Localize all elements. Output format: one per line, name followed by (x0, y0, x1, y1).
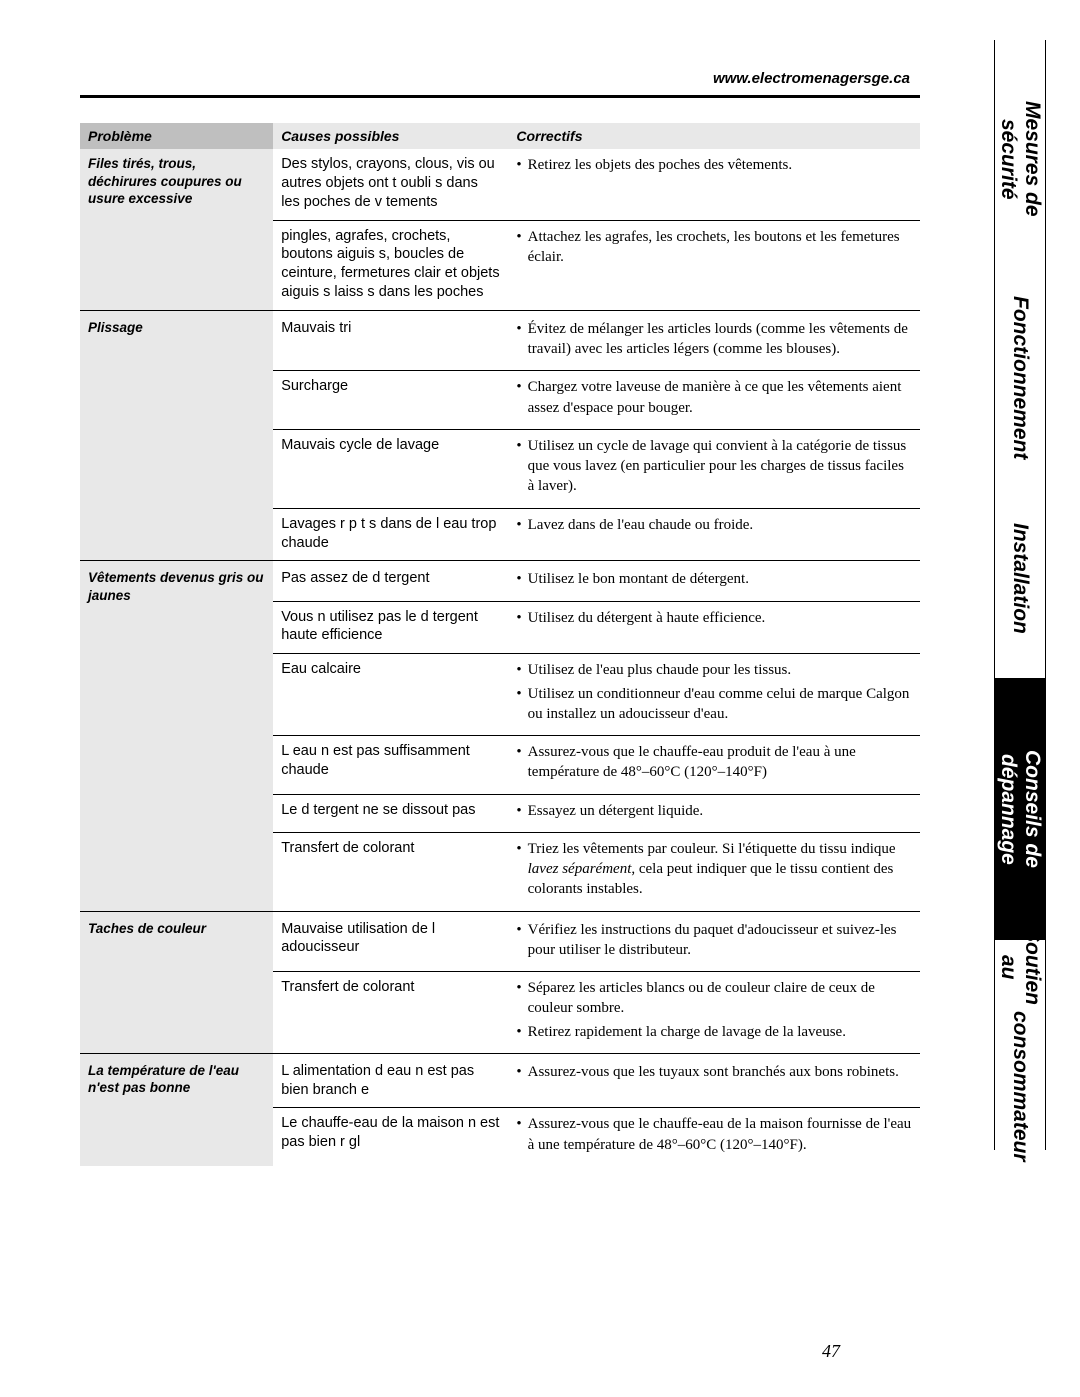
fix-text: Lavez dans de l'eau chaude ou froide. (508, 508, 920, 561)
page-number: 47 (822, 1341, 840, 1362)
fix-text: Évitez de mélanger les articles lourds (… (508, 310, 920, 371)
cause-text: Le d tergent ne se dissout pas (273, 794, 508, 832)
cause-text: Transfert de colorant (273, 832, 508, 911)
cause-text: Lavages r p t s dans de l eau trop chaud… (273, 508, 508, 561)
tab-soutien[interactable]: Soutien au consommateur (994, 940, 1046, 1150)
header-url: www.electromenagersge.ca (80, 70, 920, 87)
cause-text: Pas assez de d tergent (273, 561, 508, 601)
problem-label: La température de l'eau n'est pas bonne (80, 1053, 273, 1166)
table-header-row: Problème Causes possibles Correctifs (80, 123, 920, 149)
fix-text: Utilisez du détergent à haute efficience… (508, 601, 920, 654)
cause-text: Le chauffe-eau de la maison n est pas bi… (273, 1108, 508, 1166)
fix-text: Utilisez de l'eau plus chaude pour les t… (508, 654, 920, 736)
side-tabs: Mesures de sécurité Fonctionnement Insta… (994, 40, 1046, 1340)
fix-text: Assurez-vous que le chauffe-eau produit … (508, 736, 920, 795)
fix-text: Assurez-vous que les tuyaux sont branché… (508, 1053, 920, 1108)
cause-text: Transfert de colorant (273, 972, 508, 1054)
cause-text: Eau calcaire (273, 654, 508, 736)
tab-depannage[interactable]: Conseils de dépannage (994, 678, 1046, 940)
fix-text: Vérifiez les instructions du paquet d'ad… (508, 911, 920, 972)
fix-text: Assurez-vous que le chauffe-eau de la ma… (508, 1108, 920, 1166)
col-header-problem: Problème (80, 123, 273, 149)
tab-securite[interactable]: Mesures de sécurité (994, 40, 1046, 278)
tab-fonctionnement[interactable]: Fonctionnement (994, 278, 1046, 478)
fix-text: Séparez les articles blancs ou de couleu… (508, 972, 920, 1054)
fix-text: Essayez un détergent liquide. (508, 794, 920, 832)
cause-text: L alimentation d eau n est pas bien bran… (273, 1053, 508, 1108)
cause-text: Vous n utilisez pas le d tergent haute e… (273, 601, 508, 654)
problem-label: Vêtements devenus gris ou jaunes (80, 561, 273, 911)
cause-text: pingles, agrafes, crochets, boutons aigu… (273, 220, 508, 310)
col-header-causes: Causes possibles (273, 123, 508, 149)
cause-text: Mauvaise utilisation de l adoucisseur (273, 911, 508, 972)
fix-text: Utilisez le bon montant de détergent. (508, 561, 920, 601)
cause-text: Mauvais tri (273, 310, 508, 371)
col-header-fixes: Correctifs (508, 123, 920, 149)
problem-label: Taches de couleur (80, 911, 273, 1053)
problem-label: Files tirés, trous, déchirures coupures … (80, 149, 273, 310)
header-rule (80, 95, 920, 98)
cause-text: L eau n est pas suffisamment chaude (273, 736, 508, 795)
cause-text: Mauvais cycle de lavage (273, 429, 508, 508)
cause-text: Des stylos, crayons, clous, vis ou autre… (273, 149, 508, 220)
problem-label: Plissage (80, 310, 273, 560)
fix-text: Chargez votre laveuse de manière à ce qu… (508, 371, 920, 430)
fix-text: Retirez les objets des poches des vêteme… (508, 149, 920, 220)
fix-text: Triez les vêtements par couleur. Si l'ét… (508, 832, 920, 911)
cause-text: Surcharge (273, 371, 508, 430)
fix-text: Attachez les agrafes, les crochets, les … (508, 220, 920, 310)
troubleshooting-table: Problème Causes possibles Correctifs Fil… (80, 123, 920, 1166)
tab-installation[interactable]: Installation (994, 478, 1046, 678)
fix-text: Utilisez un cycle de lavage qui convient… (508, 429, 920, 508)
